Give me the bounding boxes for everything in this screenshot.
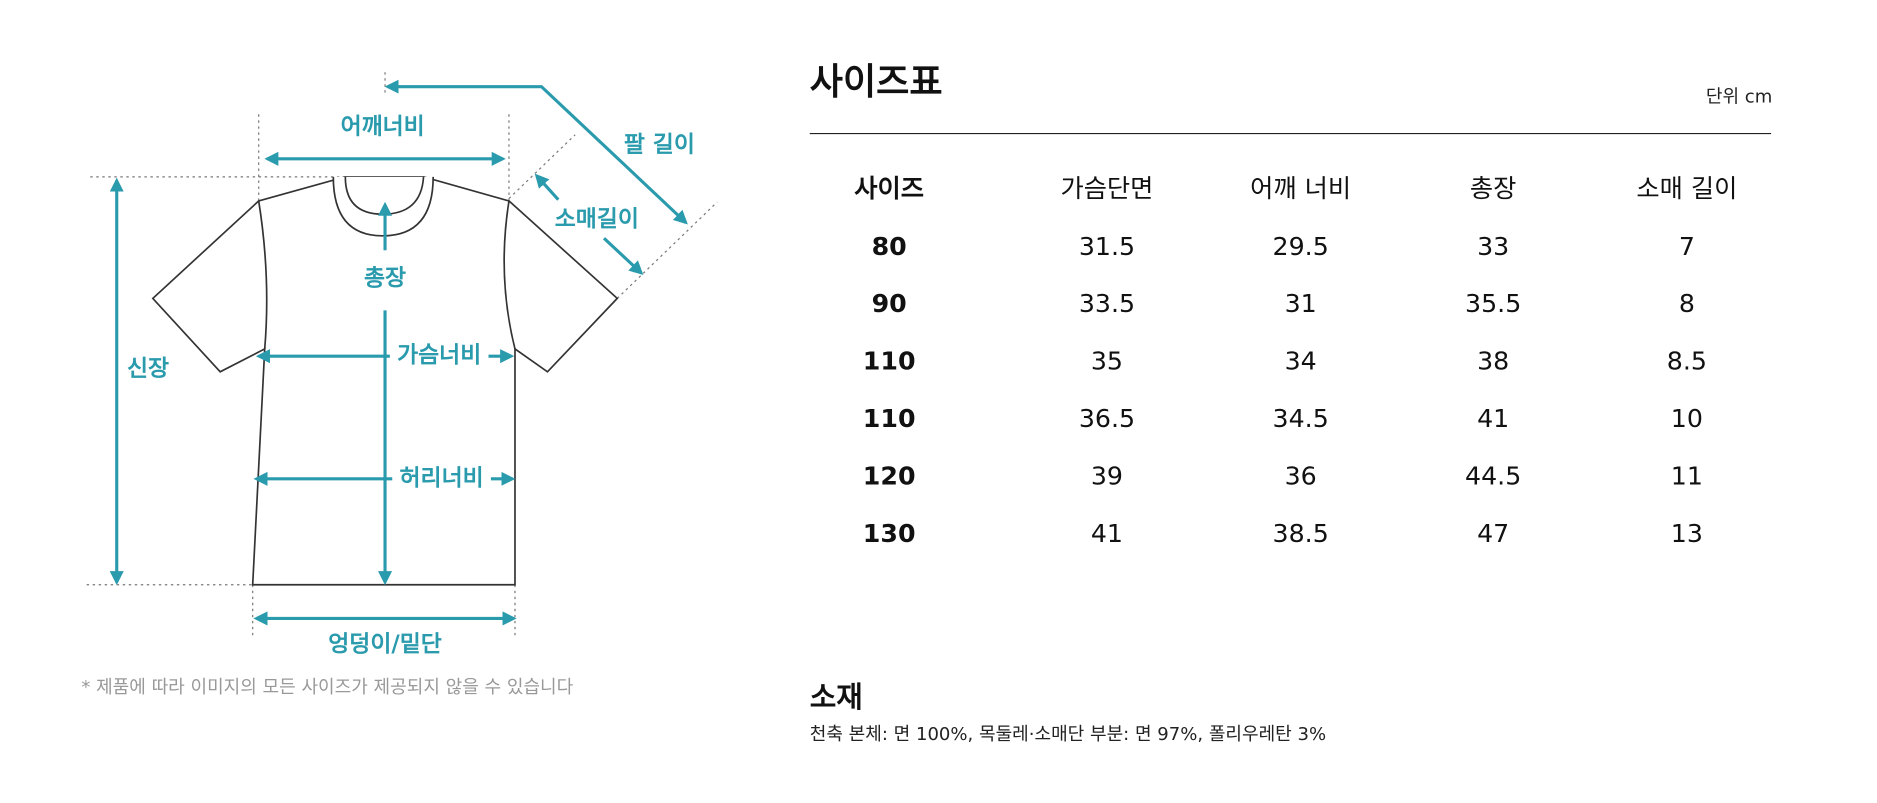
table-cell: 8 [1679,289,1695,318]
table-cell: 10 [1671,404,1703,433]
table-cell: 35.5 [1465,289,1521,318]
table-cell: 38 [1477,347,1509,376]
table-cell: 47 [1477,519,1509,548]
unit: 단위 cm [1706,86,1772,107]
table-cell: 38.5 [1273,519,1329,548]
table-cell: 120 [863,461,916,490]
label-total-length: 총장 [364,266,406,292]
table-cell: 7 [1679,232,1695,261]
note: * 제품에 따라 이미지의 모든 사이즈가 제공되지 않을 수 있습니다 [81,677,573,698]
table-cell: 31.5 [1079,232,1135,261]
table-cell: 39 [1091,461,1123,490]
table-cell: 33 [1477,232,1509,261]
table-cell: 33.5 [1079,289,1135,318]
table-cell: 11 [1671,461,1703,490]
label-hem: 엉덩이/밑단 [328,631,442,657]
table-cell: 130 [863,519,916,548]
table-cell: 36 [1285,461,1317,490]
table-cell: 36.5 [1079,404,1135,433]
label-chest: 가슴너비 [397,343,481,369]
table-cell: 29.5 [1273,232,1329,261]
table-cell: 31 [1285,289,1317,318]
table-cell: 8.5 [1667,347,1707,376]
label-shoulder: 어깨너비 [341,114,425,140]
column-header: 소매 길이 [1636,174,1737,203]
table-cell: 110 [863,347,916,376]
table-title: 사이즈표 [810,61,943,103]
label-waist: 허리너비 [400,465,484,491]
shirt-diagram: 어깨너비 팔 길이 소매길이 총장 신장 가슴너비 허리너비 엉덩이/밑단 * … [81,72,718,698]
column-header: 총장 [1470,174,1516,203]
table-cell: 90 [872,289,907,318]
material-text: 천축 본체: 면 100%, 목둘레·소매단 부분: 면 97%, 폴리우레탄 … [810,724,1326,745]
column-header: 사이즈 [854,174,924,203]
table-cell: 34.5 [1273,404,1329,433]
table-cell: 13 [1671,519,1703,548]
size-table: 사이즈표 단위 cm 사이즈 가슴단면 어깨 너비 총장 소매 길이 80 31.5 29.5… [809,61,1772,548]
table-cell: 80 [872,232,907,261]
column-header: 가슴단면 [1060,174,1153,203]
label-body-length: 신장 [127,356,169,382]
label-arm-length: 팔 길이 [624,132,695,158]
table-cell: 44.5 [1465,461,1521,490]
table-cell: 110 [863,404,916,433]
table-cell: 41 [1091,519,1123,548]
table-cell: 34 [1285,347,1317,376]
column-header: 어깨 너비 [1250,174,1351,203]
table-cell: 41 [1477,404,1509,433]
material-title: 소재 [810,680,863,714]
label-sleeve: 소매길이 [555,207,639,233]
table-cell: 35 [1091,347,1123,376]
arrows [109,79,688,626]
